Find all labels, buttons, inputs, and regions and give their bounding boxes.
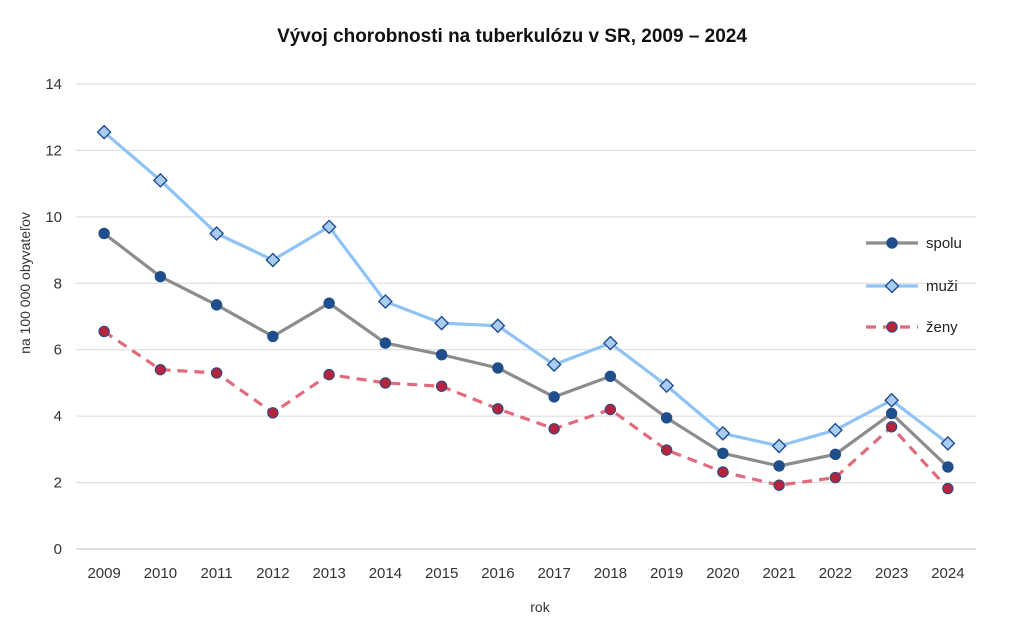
data-point: [660, 412, 673, 424]
data-point: [604, 403, 617, 416]
data-point: [885, 421, 898, 433]
data-point: [942, 461, 954, 473]
data-point: [267, 407, 279, 419]
x-tick-label: 2010: [144, 565, 177, 582]
data-point: [885, 407, 898, 420]
legend-marker: [884, 278, 900, 294]
x-tick-label: 2015: [425, 565, 458, 582]
data-point: [323, 368, 335, 381]
legend-item-ženy: ženy: [866, 319, 958, 336]
chart-title: Vývoj chorobnosti na tuberkulózu v SR, 2…: [277, 26, 747, 47]
legend: spolu muži ženy: [866, 235, 962, 336]
data-point: [773, 479, 785, 491]
data-point: [717, 447, 729, 460]
grid-layer: [76, 83, 976, 484]
series-line: [103, 130, 949, 448]
series-line: [103, 232, 950, 469]
data-point: [717, 466, 729, 478]
data-point: [265, 252, 281, 268]
x-tick-label: 2018: [594, 565, 627, 582]
data-point: [492, 403, 504, 415]
y-tick-label: 0: [54, 541, 62, 558]
data-point: [773, 460, 785, 472]
legend-label: ženy: [926, 319, 958, 336]
data-point: [548, 391, 560, 403]
data-point: [490, 318, 506, 334]
x-tick-label: 2009: [87, 565, 120, 582]
data-point: [210, 367, 223, 379]
data-point: [715, 425, 731, 441]
data-point: [940, 435, 956, 451]
data-point: [377, 294, 393, 310]
data-point: [829, 448, 842, 461]
data-point: [827, 422, 843, 438]
legend-label: spolu: [926, 235, 962, 252]
data-point: [379, 337, 392, 349]
data-point: [321, 219, 337, 235]
data-point: [771, 438, 787, 454]
x-axis-title: rok: [530, 599, 550, 615]
y-tick-label: 8: [54, 275, 62, 292]
y-tick-label: 14: [45, 76, 62, 93]
data-point: [942, 482, 954, 495]
x-tick-label: 2023: [875, 565, 908, 582]
series-layer: [96, 124, 956, 495]
x-tick-label: 2014: [369, 565, 402, 582]
data-point: [267, 330, 279, 343]
legend-label: muži: [926, 278, 958, 295]
data-point: [379, 377, 392, 389]
data-point: [548, 423, 560, 435]
data-point: [98, 227, 110, 240]
data-point: [884, 392, 900, 408]
data-point: [210, 299, 223, 311]
legend-item-muži: muži: [866, 278, 958, 295]
x-tick-label: 2016: [481, 565, 514, 582]
data-point: [98, 325, 110, 338]
data-point: [659, 378, 675, 394]
data-point: [546, 357, 562, 373]
legend-item-spolu: spolu: [866, 235, 962, 252]
x-tick-label: 2022: [819, 565, 852, 582]
y-tick-label: 6: [54, 342, 62, 359]
y-tick-label: 10: [45, 209, 62, 226]
y-tick-label: 12: [45, 142, 62, 159]
y-tick-label: 2: [54, 475, 62, 492]
legend-marker: [886, 321, 898, 333]
x-tick-label: 2013: [312, 565, 345, 582]
data-point: [154, 270, 167, 283]
y-tick-label: 4: [54, 408, 62, 425]
x-tick-label: 2017: [537, 565, 570, 582]
data-point: [152, 172, 168, 188]
y-axis-title: na 100 000 obyvateľov: [17, 212, 33, 354]
x-tick-label: 2019: [650, 565, 683, 582]
series-line: [103, 330, 950, 490]
data-point: [434, 315, 450, 331]
data-point: [96, 124, 112, 140]
data-point: [602, 335, 618, 351]
data-point: [435, 380, 448, 392]
data-point: [435, 348, 448, 361]
data-point: [323, 297, 335, 309]
data-point: [660, 444, 673, 456]
series-spolu: [98, 227, 954, 473]
data-point: [492, 362, 504, 374]
x-tick-label: 2011: [200, 565, 232, 582]
x-tick-label: 2020: [706, 565, 739, 582]
x-tick-label: 2024: [931, 565, 964, 582]
data-point: [209, 225, 225, 241]
series-muži: [96, 124, 956, 454]
data-point: [154, 363, 167, 376]
legend-marker: [886, 237, 898, 249]
x-tick-label: 2021: [762, 565, 795, 582]
data-point: [604, 370, 617, 382]
x-tick-label: 2012: [256, 565, 289, 582]
axis-layer: 0 2 4 6 8 10 12 14 2009 2010 2011 2012 2013 2014 2015 2…: [45, 76, 976, 582]
data-point: [829, 471, 842, 484]
series-ženy: [98, 325, 954, 495]
